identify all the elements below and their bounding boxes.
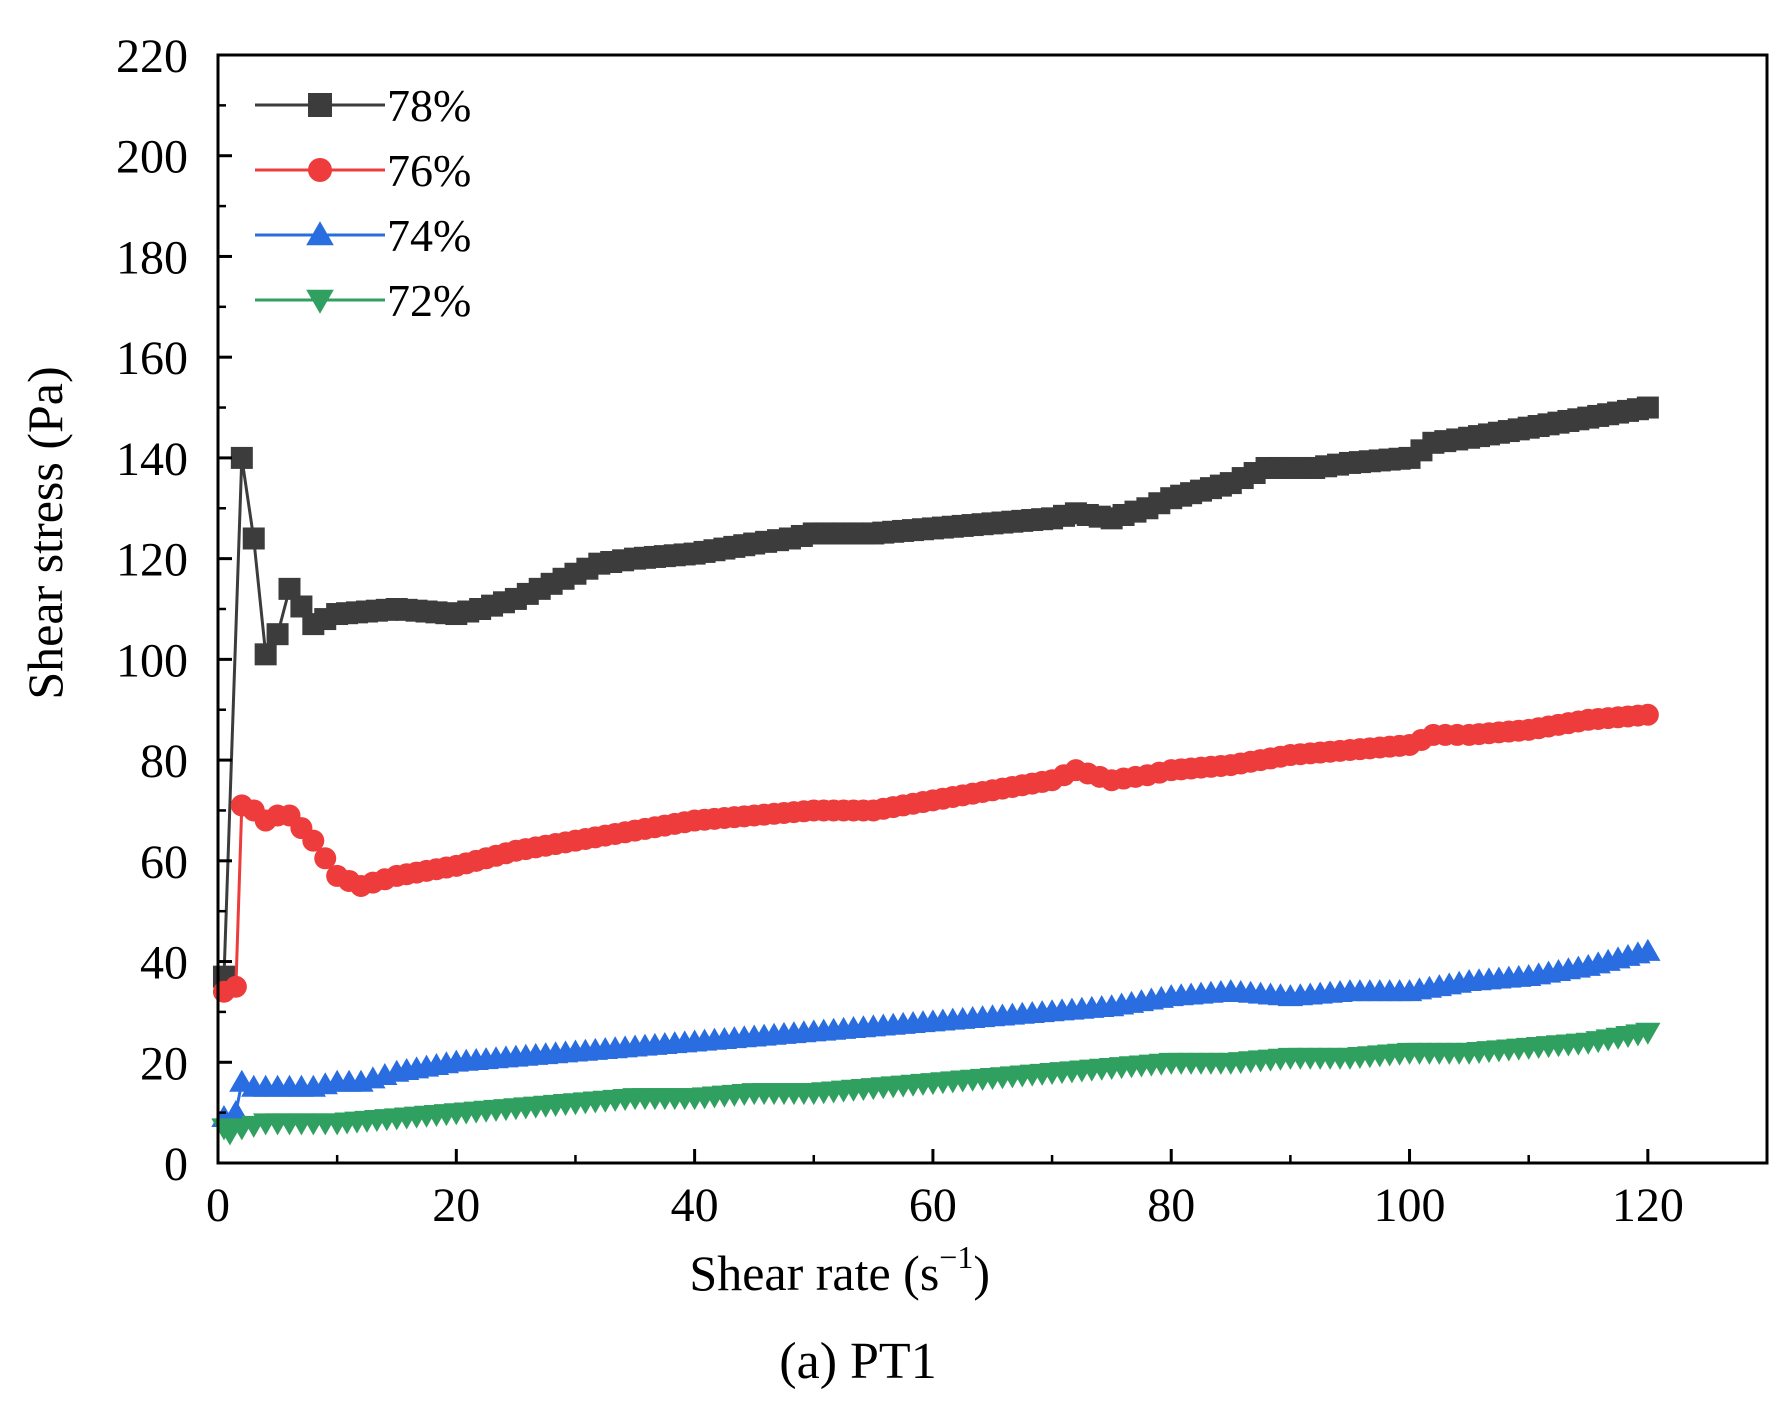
y-tick-label: 80 bbox=[140, 735, 188, 788]
data-point bbox=[230, 446, 253, 469]
y-tick-label: 140 bbox=[116, 433, 188, 486]
y-tick-label: 60 bbox=[140, 836, 188, 889]
legend-marker bbox=[306, 221, 334, 246]
legend-item: 78% bbox=[255, 80, 471, 131]
data-point bbox=[1636, 703, 1659, 726]
data-point bbox=[224, 975, 247, 998]
series-76-pct bbox=[212, 703, 1659, 1003]
legend-label: 76% bbox=[387, 145, 471, 196]
x-tick-label: 60 bbox=[909, 1179, 957, 1232]
data-point bbox=[254, 643, 277, 666]
legend-label: 74% bbox=[387, 210, 471, 261]
data-point bbox=[1635, 1022, 1661, 1045]
data-point bbox=[266, 623, 289, 646]
series-74-pct bbox=[211, 938, 1661, 1128]
legend-marker bbox=[308, 158, 332, 182]
x-tick-label: 100 bbox=[1374, 1179, 1446, 1232]
x-tick-label: 120 bbox=[1612, 1179, 1684, 1232]
y-tick-label: 220 bbox=[116, 30, 188, 83]
y-tick-label: 180 bbox=[116, 231, 188, 284]
x-tick-label: 20 bbox=[432, 1179, 480, 1232]
data-point bbox=[1636, 396, 1659, 419]
axes-layer: 0 20 40 60 80 100 120 0 20 40 60 80 100 120 140 160 180 2… bbox=[116, 30, 1769, 1232]
y-tick-label: 160 bbox=[116, 332, 188, 385]
data-point bbox=[290, 595, 313, 618]
x-axis-title: Shear rate (s−1) bbox=[689, 1239, 990, 1301]
legend-label: 78% bbox=[387, 80, 471, 131]
y-axis-title: Shear stress (Pa) bbox=[17, 366, 73, 699]
legend-marker bbox=[308, 93, 332, 117]
y-tick-label: 0 bbox=[164, 1138, 188, 1191]
x-tick-label: 40 bbox=[671, 1179, 719, 1232]
x-axis-title-main: Shear rate (s bbox=[689, 1245, 939, 1301]
series-72-pct bbox=[211, 1022, 1661, 1146]
y-tick-label: 40 bbox=[140, 937, 188, 990]
series-layer bbox=[211, 396, 1661, 1146]
data-point bbox=[278, 577, 301, 600]
legend: 78% 76% 74% 72% bbox=[255, 80, 471, 326]
data-point bbox=[302, 829, 325, 852]
x-tick-label: 80 bbox=[1147, 1179, 1195, 1232]
data-point bbox=[1635, 938, 1661, 961]
series-78-pct bbox=[212, 396, 1659, 988]
x-tick-label: 0 bbox=[206, 1179, 230, 1232]
y-tick-label: 20 bbox=[140, 1037, 188, 1090]
legend-item: 76% bbox=[255, 145, 471, 196]
data-point bbox=[314, 847, 337, 870]
x-axis-title-close: ) bbox=[973, 1245, 990, 1301]
data-point bbox=[242, 527, 265, 550]
x-axis-title-superscript: −1 bbox=[939, 1239, 973, 1275]
legend-item: 74% bbox=[255, 210, 471, 261]
figure-caption: (a) PT1 bbox=[779, 1333, 936, 1390]
y-tick-label: 100 bbox=[116, 634, 188, 687]
legend-label: 72% bbox=[387, 275, 471, 326]
y-tick-label: 200 bbox=[116, 131, 188, 184]
legend-marker bbox=[306, 289, 334, 314]
y-tick-label: 120 bbox=[116, 534, 188, 587]
legend-item: 72% bbox=[255, 275, 471, 326]
